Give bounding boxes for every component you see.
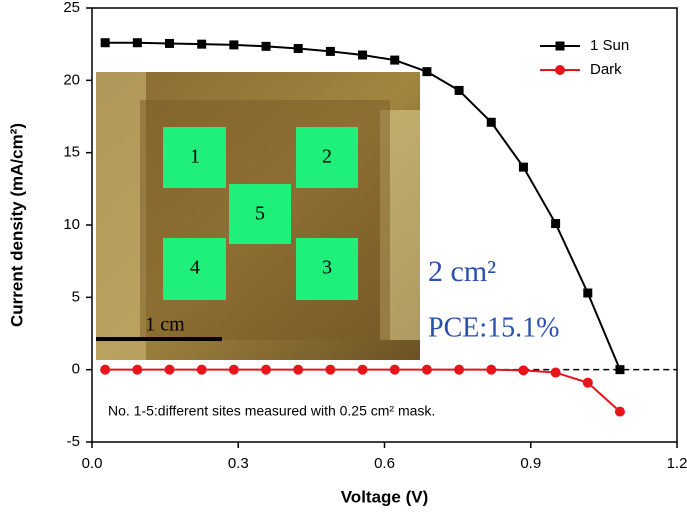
- marker: [389, 364, 400, 375]
- annotation: 5: [255, 203, 265, 225]
- x-tick-label: 0.9: [520, 455, 541, 472]
- y-tick-label: 5: [72, 288, 80, 305]
- y-tick-label: 15: [63, 144, 80, 161]
- marker: [293, 364, 304, 375]
- marker: [196, 364, 207, 375]
- legend-marker: [555, 65, 565, 75]
- annotation: 2: [322, 146, 332, 168]
- marker: [518, 162, 528, 172]
- marker: [100, 364, 111, 375]
- annotation: 3: [322, 257, 332, 279]
- marker: [132, 38, 142, 48]
- marker: [454, 85, 464, 95]
- y-tick-label: 25: [63, 0, 80, 16]
- marker: [325, 364, 336, 375]
- y-tick-label: -5: [67, 433, 80, 450]
- marker: [582, 377, 593, 388]
- marker: [100, 38, 110, 48]
- annotation: 1: [190, 146, 200, 168]
- annotation: PCE:15.1%: [428, 312, 559, 343]
- annotation: 2 cm²: [428, 255, 496, 288]
- marker: [551, 219, 561, 229]
- marker: [486, 117, 496, 127]
- y-tick-label: 10: [63, 216, 80, 233]
- x-tick-label: 0.6: [374, 455, 395, 472]
- marker: [261, 41, 271, 51]
- marker: [228, 364, 239, 375]
- marker: [615, 365, 625, 375]
- marker: [518, 365, 529, 376]
- marker: [422, 67, 432, 77]
- marker: [421, 364, 432, 375]
- marker: [132, 364, 143, 375]
- x-tick-label: 1.2: [667, 455, 687, 472]
- marker: [165, 38, 175, 48]
- marker: [583, 288, 593, 298]
- marker: [358, 50, 368, 60]
- marker: [229, 40, 239, 50]
- inset-photo: [96, 72, 420, 360]
- marker: [261, 364, 272, 375]
- marker: [293, 44, 303, 54]
- y-tick-label: 0: [72, 361, 80, 378]
- legend-label: 1 Sun: [590, 37, 629, 54]
- y-tick-label: 20: [63, 71, 80, 88]
- marker: [550, 367, 561, 378]
- marker: [325, 46, 335, 56]
- y-axis-label: Current density (mA/cm²): [7, 123, 26, 327]
- x-axis-label: Voltage (V): [341, 487, 429, 506]
- x-tick-label: 0.3: [228, 455, 249, 472]
- marker: [614, 406, 625, 417]
- legend-label: Dark: [590, 61, 622, 78]
- annotation: 4: [190, 257, 200, 279]
- marker: [486, 364, 497, 375]
- marker: [390, 55, 400, 65]
- marker: [357, 364, 368, 375]
- marker: [454, 364, 465, 375]
- legend-marker: [555, 41, 565, 51]
- annotation: 1 cm: [145, 314, 185, 336]
- annotation: No. 1-5:different sites measured with 0.…: [108, 403, 435, 419]
- x-tick-label: 0.0: [82, 455, 103, 472]
- marker: [164, 364, 175, 375]
- marker: [197, 39, 207, 49]
